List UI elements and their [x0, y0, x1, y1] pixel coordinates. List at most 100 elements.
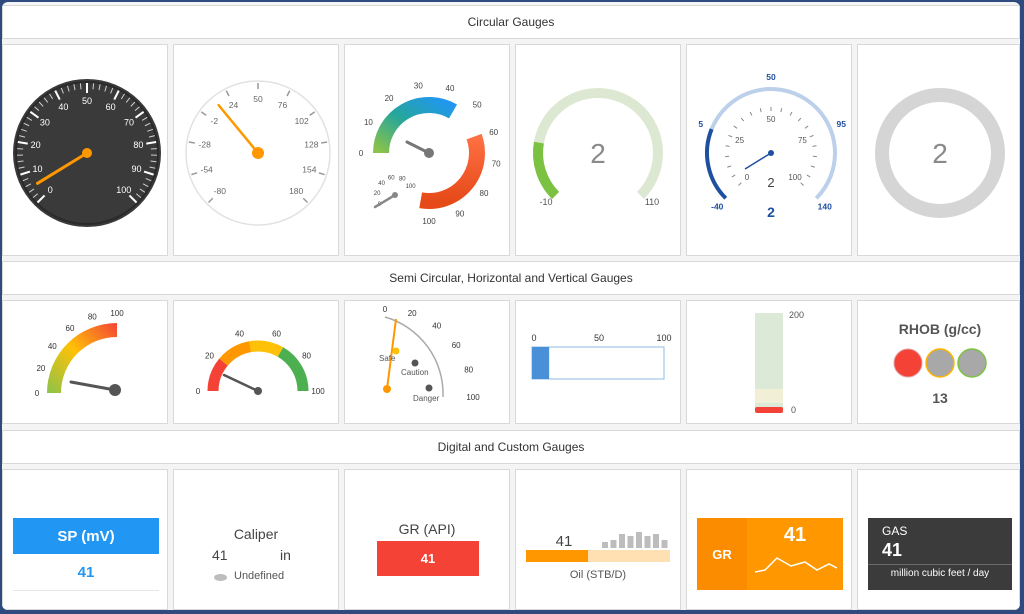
tick-mark: [321, 141, 328, 144]
circular-gauge-gray-ring[interactable]: 2: [857, 44, 1020, 256]
tick-label: 76: [278, 100, 288, 110]
dark-dial-hub: [82, 148, 92, 158]
oil-history-bar: [602, 542, 608, 548]
digital-gauge-gr-api[interactable]: GR (API) 41: [344, 469, 510, 610]
gr-api-title: GR (API): [398, 521, 456, 537]
tick-label: 50: [473, 101, 482, 110]
tick-label: 20: [374, 191, 381, 197]
rhob-svg: RHOB (g/cc) 13: [893, 321, 987, 406]
blue-dial-svg: -40 5 50 95 140 0 25 50 75 100 2 2: [698, 72, 846, 220]
tick-label: 100: [116, 185, 131, 195]
tick-mark: [143, 170, 154, 176]
tick-label: 24: [229, 100, 239, 110]
gradient-band-hot: [419, 133, 485, 209]
linear-h-fill: [532, 347, 550, 379]
oil-history-bar: [661, 540, 668, 548]
tick-mark: [36, 194, 46, 204]
tick-mark: [148, 135, 155, 138]
tick-label: 0: [745, 173, 750, 182]
quarter-gauge[interactable]: 0 20 40 60 80 100 Safe Caution Danger: [344, 300, 510, 424]
tick-mark: [149, 166, 156, 169]
section-title-circular: Circular Gauges: [467, 15, 555, 29]
tick-mark: [797, 117, 802, 122]
tick-mark: [17, 141, 28, 145]
dark-dial-svg: 0 10 20 30 40 50 60 70 80 90 100: [13, 79, 161, 227]
semi-gradient-hub: [109, 384, 121, 396]
tick-mark: [98, 84, 101, 91]
tick-label: 20: [385, 94, 394, 103]
linear-gauge-horizontal[interactable]: 0 50 100: [515, 300, 681, 424]
semi-gauge-zones[interactable]: 0 20 40 60 80 100: [173, 300, 339, 424]
tick-label: 90: [455, 209, 464, 218]
white-dial-ticks: [188, 83, 328, 204]
green-ring-value: 2: [590, 138, 606, 169]
linear-v-min: 0: [791, 405, 796, 415]
rhob-indicator[interactable]: RHOB (g/cc) 13: [857, 300, 1020, 424]
tick-mark: [18, 166, 25, 169]
tick-mark: [738, 182, 742, 186]
oil-history-bar: [610, 540, 617, 548]
tick-label: 50: [82, 96, 92, 106]
circular-gauge-white[interactable]: -80 -54 -28 -2 24 50 76 102 128 154 180: [173, 44, 339, 256]
linear-h-svg: 0 50 100: [531, 333, 672, 380]
tick-mark: [79, 83, 82, 90]
rhob-title: RHOB (g/cc): [899, 321, 981, 337]
digital-gauge-caliper[interactable]: Caliper 41 in Undefined: [173, 469, 339, 610]
digital-gauge-sp[interactable]: SP (mV) 41: [2, 469, 168, 610]
tick-mark: [128, 194, 138, 204]
tick-mark: [740, 117, 745, 122]
tick-mark: [22, 177, 29, 182]
caliper-value: 41: [212, 547, 228, 563]
tick-mark: [191, 172, 198, 176]
gas-unit: million cubic feet / day: [890, 568, 990, 579]
gr-value: 41: [783, 524, 807, 546]
linear-gauge-vertical[interactable]: 200 0: [686, 300, 852, 424]
tick-mark: [318, 172, 325, 176]
oil-bar-current: [526, 550, 588, 562]
tick-label: 0: [383, 305, 388, 314]
tick-label: 102: [295, 116, 309, 126]
caliper-unit: in: [280, 547, 291, 563]
oil-sparkbar-svg: 41 Oil (STB/D): [526, 532, 670, 581]
tick-label: 50: [253, 94, 263, 104]
tick-label: 100: [406, 184, 417, 190]
section-title-semi: Semi Circular, Horizontal and Vertical G…: [389, 271, 633, 285]
gr-title: GR: [697, 518, 747, 590]
oil-history-bar: [636, 532, 642, 548]
tick-label: 100: [422, 217, 436, 226]
tick-mark: [28, 188, 35, 193]
circular-gauge-blue[interactable]: -40 5 50 95 140 0 25 50 75 100 2 2: [686, 44, 852, 256]
tick-mark: [20, 170, 31, 176]
tick-label: 50: [766, 72, 776, 82]
tick-label: 20: [31, 140, 41, 150]
semi-gauge-gradient[interactable]: 0 20 40 60 80 100: [2, 300, 168, 424]
tick-label: -40: [711, 202, 724, 212]
tick-mark: [806, 174, 811, 178]
tick-label: 90: [131, 164, 141, 174]
gr-panel: 41: [747, 518, 843, 590]
tick-label: 60: [106, 102, 116, 112]
sp-title: SP (mV): [13, 518, 159, 554]
tick-label: 80: [88, 313, 97, 322]
blue-dial-outer-labels: -40 5 50 95 140: [698, 72, 846, 212]
dark-dial-ticks: [17, 83, 157, 204]
circular-gauge-green-ring[interactable]: 2 -10 110: [515, 44, 681, 256]
tick-label: 0: [35, 389, 40, 398]
tick-label: -28: [199, 140, 212, 150]
gradient-dial-hub: [424, 148, 434, 158]
semi-gradient-svg: 0 20 40 60 80 100: [35, 309, 124, 398]
tick-mark: [38, 101, 44, 107]
section-header-semi: Semi Circular, Horizontal and Vertical G…: [2, 261, 1020, 295]
digital-gauge-gas[interactable]: GAS 41 million cubic feet / day: [857, 469, 1020, 610]
tick-label: 100: [788, 173, 802, 182]
oil-history-bar: [653, 534, 659, 548]
gas-panel: GAS 41 million cubic feet / day: [868, 518, 1012, 590]
digital-gauge-oil[interactable]: 41 Oil (STB/D): [515, 469, 681, 610]
circular-gauge-dark[interactable]: 0 10 20 30 40 50 60 70 80 90 100: [2, 44, 168, 256]
tick-mark: [104, 85, 108, 92]
tick-mark: [309, 111, 316, 116]
tick-mark: [144, 122, 151, 127]
digital-gauge-gr[interactable]: GR 41: [686, 469, 852, 610]
tick-label: 60: [489, 128, 498, 137]
